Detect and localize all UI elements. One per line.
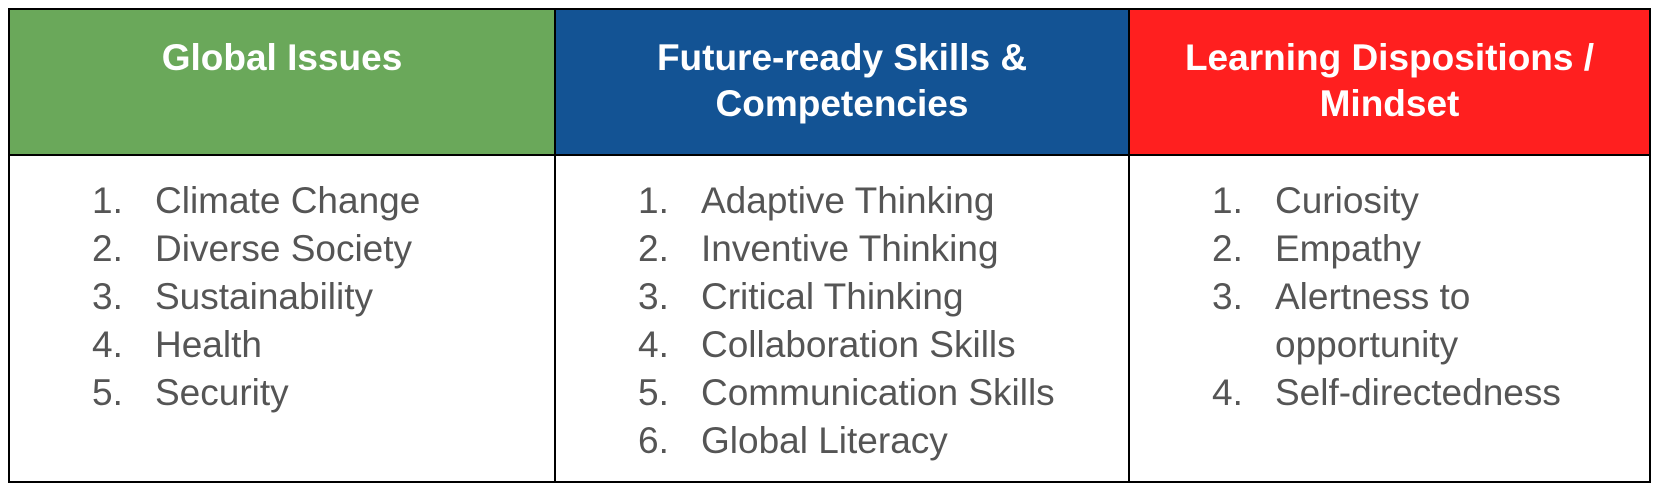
item-text: Global Literacy [701, 420, 948, 461]
item-number: 2. [92, 228, 123, 269]
item-number: 6. [638, 420, 669, 461]
framework-table: Global Issues Future-ready Skills & Comp… [8, 8, 1651, 483]
list-item: 3. Critical Thinking [638, 273, 1128, 321]
list-item: 3. Alertness to opportunity [1212, 273, 1565, 369]
item-text: Inventive Thinking [701, 228, 999, 269]
item-text: Alertness to opportunity [1275, 276, 1471, 365]
list-item: 2. Inventive Thinking [638, 225, 1128, 273]
header-global-issues: Global Issues [10, 10, 556, 156]
item-number: 5. [92, 372, 123, 413]
item-number: 5. [638, 372, 669, 413]
item-text: Security [155, 372, 289, 413]
list-item: 3. Sustainability [92, 273, 554, 321]
header-line: Mindset [1319, 83, 1460, 124]
item-number: 3. [92, 276, 123, 317]
global-issues-cell: 1. Climate Change 2. Diverse Society 3. Sus… [10, 156, 556, 481]
item-text: Sustainability [155, 276, 374, 317]
header-line: Competencies [715, 83, 969, 124]
item-text: Collaboration Skills [701, 324, 1016, 365]
header-learning-dispositions: Learning Dispositions / Mindset [1130, 10, 1649, 156]
list-item: 6. Global Literacy [638, 417, 1128, 465]
item-number: 2. [1212, 228, 1243, 269]
item-text: Health [155, 324, 262, 365]
item-text: Diverse Society [155, 228, 413, 269]
item-text: Communication Skills [701, 372, 1055, 413]
item-number: 3. [638, 276, 669, 317]
list-item: 4. Health [92, 321, 554, 369]
list-item: 1. Climate Change [92, 177, 554, 225]
item-text: Empathy [1275, 228, 1422, 269]
dispositions-mindset-list: 1. Curiosity 2. Empathy 3. Alertness to opp… [1212, 177, 1649, 417]
list-item: 1. Curiosity [1212, 177, 1649, 225]
list-item: 4. Collaboration Skills [638, 321, 1128, 369]
list-item: 2. Empathy [1212, 225, 1649, 273]
item-number: 1. [1212, 180, 1243, 221]
list-item: 4. Self-directedness [1212, 369, 1649, 417]
list-item: 2. Diverse Society [92, 225, 554, 273]
item-text: Climate Change [155, 180, 421, 221]
list-item: 5. Security [92, 369, 554, 417]
header-future-ready-skills: Future-ready Skills & Competencies [556, 10, 1130, 156]
skills-competencies-list: 1. Adaptive Thinking 2. Inventive Thinking… [638, 177, 1128, 465]
list-item: 5. Communication Skills [638, 369, 1128, 417]
item-text: Self-directedness [1275, 372, 1561, 413]
item-text: Critical Thinking [701, 276, 964, 317]
skills-competencies-cell: 1. Adaptive Thinking 2. Inventive Thinking… [556, 156, 1130, 481]
item-number: 2. [638, 228, 669, 269]
item-number: 4. [92, 324, 123, 365]
header-line: Future-ready Skills & [656, 37, 1028, 78]
list-item: 1. Adaptive Thinking [638, 177, 1128, 225]
dispositions-mindset-cell: 1. Curiosity 2. Empathy 3. Alertness to opp… [1130, 156, 1649, 481]
item-number: 1. [638, 180, 669, 221]
item-number: 3. [1212, 276, 1243, 317]
item-text: Adaptive Thinking [701, 180, 995, 221]
item-number: 4. [1212, 372, 1243, 413]
header-line: Learning Dispositions / [1184, 37, 1595, 78]
item-number: 1. [92, 180, 123, 221]
header-line: Global Issues [161, 37, 403, 78]
item-number: 4. [638, 324, 669, 365]
item-text: Curiosity [1275, 180, 1419, 221]
global-issues-list: 1. Climate Change 2. Diverse Society 3. Sus… [92, 177, 554, 417]
